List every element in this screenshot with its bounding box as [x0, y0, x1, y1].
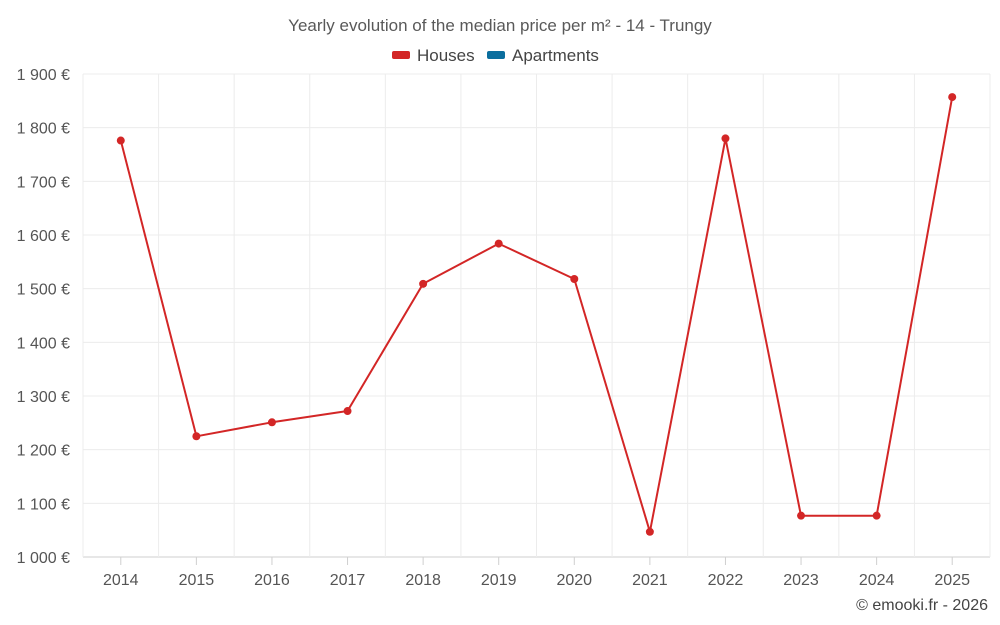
- data-point[interactable]: [570, 275, 579, 284]
- data-point[interactable]: [267, 418, 276, 427]
- y-tick-label: 1 700 €: [17, 174, 70, 191]
- data-point[interactable]: [343, 407, 352, 416]
- y-tick-label: 1 200 €: [17, 443, 70, 460]
- x-tick-label: 2021: [632, 572, 668, 589]
- credit-text: © emooki.fr - 2026: [856, 597, 988, 614]
- data-point[interactable]: [116, 136, 125, 145]
- x-tick-label: 2020: [556, 572, 592, 589]
- y-tick-label: 1 000 €: [17, 550, 70, 567]
- data-point[interactable]: [948, 93, 957, 102]
- x-tick-label: 2015: [179, 572, 215, 589]
- x-tick-label: 2014: [103, 572, 139, 589]
- y-tick-label: 1 100 €: [17, 496, 70, 513]
- x-tick-label: 2022: [708, 572, 744, 589]
- series-houses: [116, 93, 957, 536]
- data-point[interactable]: [494, 239, 503, 248]
- y-axis-ticks: 1 000 € 1 100 € 1 200 € 1 300 € 1 400 € 1 500…: [17, 67, 70, 567]
- legend-label-houses: Houses: [417, 46, 475, 65]
- x-tick-label: 2016: [254, 572, 290, 589]
- legend-item-houses[interactable]: Houses: [392, 46, 475, 65]
- x-tick-label: 2025: [934, 572, 970, 589]
- x-axis-ticks: 2014 2015 2016 2017 2018 2019 2020 2021 2022 2023…: [103, 557, 970, 589]
- chart-title: Yearly evolution of the median price per…: [288, 16, 712, 35]
- data-point[interactable]: [645, 527, 654, 536]
- y-tick-label: 1 500 €: [17, 282, 70, 299]
- x-tick-label: 2018: [405, 572, 441, 589]
- legend-swatch-houses: [392, 51, 410, 59]
- data-point[interactable]: [192, 432, 201, 441]
- legend: Houses Apartments: [392, 46, 599, 65]
- x-tick-label: 2019: [481, 572, 517, 589]
- legend-swatch-apartments: [487, 51, 505, 59]
- x-tick-label: 2023: [783, 572, 819, 589]
- grid: [82, 73, 991, 558]
- series-line-houses: [119, 96, 954, 533]
- y-tick-label: 1 900 €: [17, 67, 70, 84]
- data-point[interactable]: [872, 511, 881, 520]
- x-tick-label: 2024: [859, 572, 895, 589]
- data-point[interactable]: [797, 511, 806, 520]
- y-tick-label: 1 400 €: [17, 335, 70, 352]
- y-tick-label: 1 300 €: [17, 389, 70, 406]
- data-point[interactable]: [419, 279, 428, 288]
- data-point[interactable]: [721, 134, 730, 143]
- legend-item-apartments[interactable]: Apartments: [487, 46, 599, 65]
- x-tick-label: 2017: [330, 572, 366, 589]
- y-tick-label: 1 800 €: [17, 121, 70, 138]
- legend-label-apartments: Apartments: [512, 46, 599, 65]
- y-tick-label: 1 600 €: [17, 228, 70, 245]
